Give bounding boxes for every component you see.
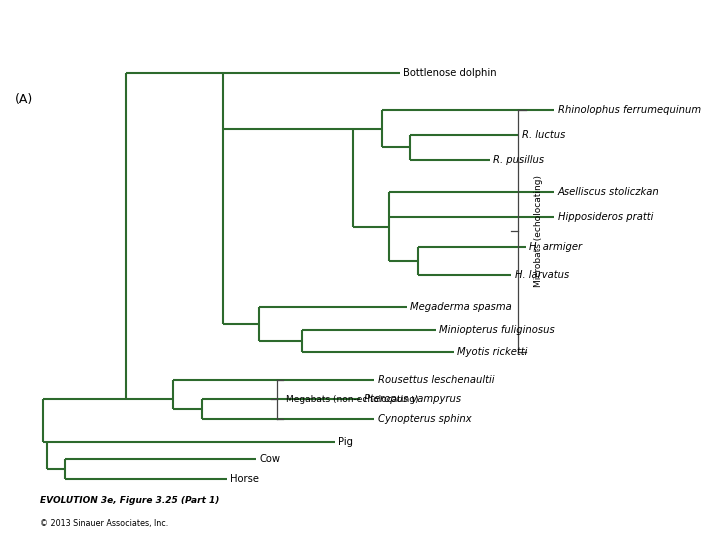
- Text: Rousettus leschenaultii: Rousettus leschenaultii: [378, 375, 495, 384]
- Text: Megabats (non-echolocating): Megabats (non-echolocating): [286, 395, 418, 404]
- Text: Myotis ricketti: Myotis ricketti: [457, 347, 528, 357]
- Text: Cow: Cow: [259, 454, 280, 464]
- Text: © 2013 Sinauer Associates, Inc.: © 2013 Sinauer Associates, Inc.: [40, 519, 168, 528]
- Text: Microbats (echolocating): Microbats (echolocating): [534, 175, 544, 287]
- Text: R. pusillus: R. pusillus: [493, 155, 544, 165]
- Text: (A): (A): [14, 92, 32, 105]
- Text: R. luctus: R. luctus: [522, 130, 565, 140]
- Text: EVOLUTION 3e, Figure 3.25 (Part 1): EVOLUTION 3e, Figure 3.25 (Part 1): [40, 496, 219, 505]
- Text: Pteropus vampyrus: Pteropus vampyrus: [364, 394, 461, 404]
- Text: Miniopterus fuliginosus: Miniopterus fuliginosus: [439, 325, 555, 335]
- Text: Pig: Pig: [338, 437, 354, 447]
- Text: H. armiger: H. armiger: [529, 242, 582, 252]
- Text: Bottlenose dolphin: Bottlenose dolphin: [403, 68, 497, 78]
- Text: Horse: Horse: [230, 474, 259, 484]
- Text: Rhinolophus ferrumequinum: Rhinolophus ferrumequinum: [558, 105, 701, 115]
- Text: Aselliscus stoliczkan: Aselliscus stoliczkan: [558, 187, 660, 197]
- Text: H. larvatus: H. larvatus: [515, 269, 569, 280]
- Text: Figure 3.25  Evidence of convergence of the prestin gene (Part 1): Figure 3.25 Evidence of convergence of t…: [6, 10, 484, 25]
- Text: Cynopterus sphinx: Cynopterus sphinx: [378, 414, 472, 424]
- Text: Hipposideros pratti: Hipposideros pratti: [558, 212, 653, 222]
- Text: Megaderma spasma: Megaderma spasma: [410, 302, 512, 312]
